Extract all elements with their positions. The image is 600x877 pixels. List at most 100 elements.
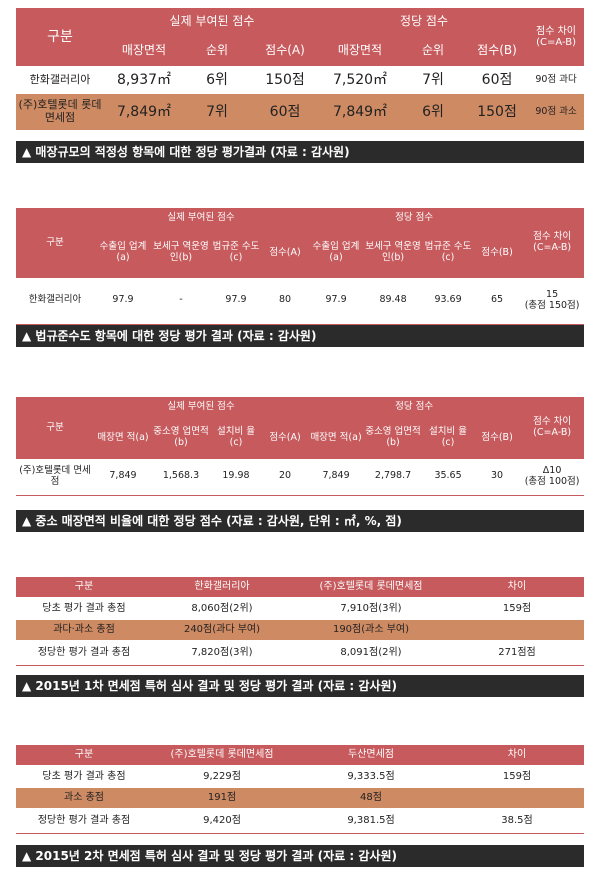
caption-table4: ▲ 2015년 1차 면세점 특허 심사 결과 및 정당 평가 결과 (자료 :… (16, 675, 584, 697)
sub-header: 수출입 업계(a) (308, 228, 365, 278)
cell: 7,820점(3위) (152, 640, 292, 666)
cell: 159점 (450, 597, 584, 620)
cell: 240점(과다 부여) (152, 620, 292, 640)
cell: 93.69 (422, 278, 475, 325)
cell: 7위 (400, 66, 467, 94)
cell: 8,937㎡ (104, 66, 184, 94)
caption-table1: ▲ 매장규모의 적정성 항목에 대한 정당 평가결과 (자료 : 감사원) (16, 141, 584, 163)
sub-header: 순위 (400, 36, 467, 66)
cell: 150점 (466, 94, 529, 130)
table-sme-ratio: 구분 실제 부여된 점수 정당 점수 점수 차이 (C=A-B) 매장면 적(a… (16, 397, 585, 496)
cell-diff: 90점 과다 (528, 66, 585, 94)
table-store-size: 구분 실제 부여된 점수 정당 점수 점수 차이 (C=A-B) 매장면적 순위… (16, 8, 585, 130)
table-2015-first-round: 구분 한화갤러리아 (주)호텔롯데 롯데면세점 차이 당초 평가 결과 총점 8… (16, 577, 584, 666)
row-name: (주)호텔롯데 롯데면세점 (16, 94, 104, 130)
cell: 7,520㎡ (320, 66, 401, 94)
sub-header: 매장면적 (320, 36, 401, 66)
sub-header: 점수(B) (466, 36, 529, 66)
header-diff: 점수 차이 (C=A-B) (528, 8, 585, 66)
cell: 정당한 평가 결과 총점 (16, 640, 152, 666)
cell: 271점점 (450, 640, 584, 666)
cell: 97.9 (94, 278, 152, 325)
sub-header: 설치비 율(c) (422, 417, 475, 459)
header-gubun: 구분 (16, 208, 94, 278)
cell: 150점 (250, 66, 321, 94)
cell: 30 (474, 459, 521, 496)
table-row: 과다·과소 총점 240점(과다 부여) 190점(과소 부여) (16, 620, 584, 640)
cell: 65 (474, 278, 521, 325)
sub-header: 매장면 적(a) (308, 417, 365, 459)
table-row: (주)호텔롯데 면세점 7,849 1,568.3 19.98 20 7,849… (16, 459, 585, 496)
cell: 2,798.7 (364, 459, 423, 496)
cell: 9,229점 (152, 765, 292, 788)
cell: 7,849 (308, 459, 365, 496)
sub-header: 점수(A) (262, 417, 309, 459)
header-diff-formula: (C=A-B) (536, 37, 576, 48)
table-compliance: 구분 실제 부여된 점수 정당 점수 점수 차이 (C=A-B) 수출입 업계(… (16, 208, 585, 325)
diff-value: 15 (546, 288, 559, 300)
cell: 9,381.5점 (292, 808, 450, 834)
header-diff-label: 점수 차이 (533, 231, 572, 243)
cell-diff: Δ10 (총점 100점) (520, 459, 585, 496)
cell: 159점 (450, 765, 584, 788)
cell: 9,420점 (152, 808, 292, 834)
caption-table5: ▲ 2015년 2차 면세점 특허 심사 결과 및 정당 평가 결과 (자료 :… (16, 845, 584, 867)
cell: 9,333.5점 (292, 765, 450, 788)
sub-header: 점수(A) (250, 36, 321, 66)
sub-header: 설치비 율(c) (210, 417, 262, 459)
cell: 6위 (400, 94, 467, 130)
header-cell: 구분 (16, 745, 152, 765)
header-cell: 차이 (450, 745, 584, 765)
table-row: 당초 평가 결과 총점 9,229점 9,333.5점 159점 (16, 765, 584, 788)
header-cell: 두산면세점 (292, 745, 450, 765)
table-row: 한화갤러리아 97.9 - 97.9 80 97.9 89.48 93.69 6… (16, 278, 585, 325)
header-diff-label: 점수 차이 (533, 416, 572, 428)
header-actual-score: 실제 부여된 점수 (94, 397, 309, 417)
sub-header: 법규준 수도(c) (210, 228, 262, 278)
sub-header: 점수(B) (474, 417, 521, 459)
header-proper-score: 정당 점수 (308, 397, 521, 417)
header-cell: 차이 (450, 577, 584, 597)
cell: 97.9 (308, 278, 365, 325)
cell: 38.5점 (450, 808, 584, 834)
cell: 190점(과소 부여) (292, 620, 450, 640)
caption-table2: ▲ 법규준수도 항목에 대한 정당 평가 결과 (자료 : 감사원) (16, 325, 584, 347)
header-actual-score: 실제 부여된 점수 (94, 208, 309, 228)
caption-table3: ▲ 중소 매장면적 비율에 대한 정당 점수 (자료 : 감사원, 단위 : ㎡… (16, 510, 584, 532)
cell: 97.9 (210, 278, 262, 325)
cell: 7,849㎡ (320, 94, 401, 130)
table-2015-second-round: 구분 (주)호텔롯데 롯데면세점 두산면세점 차이 당초 평가 결과 총점 9,… (16, 745, 584, 834)
cell: 7,849㎡ (104, 94, 184, 130)
header-cell: (주)호텔롯데 롯데면세점 (292, 577, 450, 597)
row-name: 한화갤러리아 (16, 66, 104, 94)
cell: 35.65 (422, 459, 475, 496)
table-row: 한화갤러리아 8,937㎡ 6위 150점 7,520㎡ 7위 60점 90점 … (16, 66, 585, 94)
header-diff: 점수 차이 (C=A-B) (520, 397, 585, 459)
cell: 과다·과소 총점 (16, 620, 152, 640)
table-row: 정당한 평가 결과 총점 9,420점 9,381.5점 38.5점 (16, 808, 584, 834)
cell: 80 (262, 278, 309, 325)
sub-header: 점수(A) (262, 228, 309, 278)
sub-header: 점수(B) (474, 228, 521, 278)
diff-value: Δ10 (542, 464, 562, 476)
table-row: 정당한 평가 결과 총점 7,820점(3위) 8,091점(2위) 271점점 (16, 640, 584, 666)
sub-header: 순위 (184, 36, 250, 66)
sub-header: 보세구 역운영 인(b) (152, 228, 210, 278)
cell: 정당한 평가 결과 총점 (16, 808, 152, 834)
cell-diff: 90점 과소 (528, 94, 585, 130)
cell (450, 620, 584, 640)
cell: 당초 평가 결과 총점 (16, 765, 152, 788)
cell: 89.48 (364, 278, 423, 325)
cell: - (152, 278, 210, 325)
cell: 7,849 (94, 459, 152, 496)
cell: 19.98 (210, 459, 262, 496)
cell: 48점 (292, 788, 450, 808)
row-name: (주)호텔롯데 면세점 (16, 459, 94, 496)
diff-total: (총점 150점) (524, 299, 580, 311)
cell: 과소 총점 (16, 788, 152, 808)
cell: 6위 (184, 66, 250, 94)
cell: 8,060점(2위) (152, 597, 292, 620)
sub-header: 보세구 역운영 인(b) (364, 228, 423, 278)
header-cell: (주)호텔롯데 롯데면세점 (152, 745, 292, 765)
cell: 8,091점(2위) (292, 640, 450, 666)
